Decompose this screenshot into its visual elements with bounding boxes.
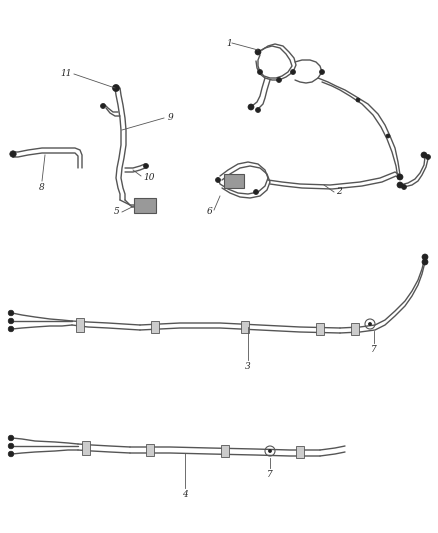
Circle shape xyxy=(113,85,120,92)
Bar xyxy=(146,444,154,456)
Circle shape xyxy=(319,69,325,75)
Circle shape xyxy=(8,435,14,441)
Circle shape xyxy=(356,98,360,102)
Text: 10: 10 xyxy=(143,174,155,182)
Circle shape xyxy=(8,451,14,457)
Circle shape xyxy=(215,177,220,182)
Bar xyxy=(221,445,229,457)
Circle shape xyxy=(258,69,262,75)
Text: 7: 7 xyxy=(371,345,377,354)
FancyBboxPatch shape xyxy=(134,198,156,213)
Text: 1: 1 xyxy=(226,38,232,47)
Bar xyxy=(316,323,324,335)
Circle shape xyxy=(100,103,106,109)
Text: 8: 8 xyxy=(39,183,45,192)
Bar xyxy=(151,321,159,333)
Bar xyxy=(241,321,249,333)
Circle shape xyxy=(8,326,14,332)
Text: 11: 11 xyxy=(60,69,72,78)
Bar xyxy=(296,446,304,458)
Circle shape xyxy=(10,151,16,157)
Circle shape xyxy=(397,182,403,188)
Circle shape xyxy=(255,108,261,112)
Text: 2: 2 xyxy=(336,188,342,197)
Circle shape xyxy=(255,49,261,55)
Circle shape xyxy=(402,184,406,190)
Circle shape xyxy=(144,164,148,168)
Circle shape xyxy=(290,69,296,75)
Circle shape xyxy=(269,450,271,452)
Circle shape xyxy=(421,152,427,158)
Circle shape xyxy=(254,190,258,195)
Text: 3: 3 xyxy=(245,362,251,371)
Text: 9: 9 xyxy=(168,114,174,123)
Text: 5: 5 xyxy=(114,207,120,216)
Circle shape xyxy=(425,155,431,159)
Circle shape xyxy=(369,323,371,325)
Text: 7: 7 xyxy=(267,470,273,479)
Circle shape xyxy=(397,174,403,180)
Text: 4: 4 xyxy=(182,490,188,499)
FancyBboxPatch shape xyxy=(224,174,244,188)
Bar xyxy=(351,323,359,335)
Text: 6: 6 xyxy=(206,207,212,216)
Circle shape xyxy=(8,310,14,316)
Circle shape xyxy=(422,259,428,265)
Circle shape xyxy=(386,134,390,138)
Circle shape xyxy=(8,318,14,324)
Circle shape xyxy=(8,443,14,449)
Circle shape xyxy=(248,104,254,110)
Circle shape xyxy=(276,77,282,83)
Circle shape xyxy=(422,254,428,260)
Bar xyxy=(76,318,84,332)
Bar xyxy=(82,441,90,455)
